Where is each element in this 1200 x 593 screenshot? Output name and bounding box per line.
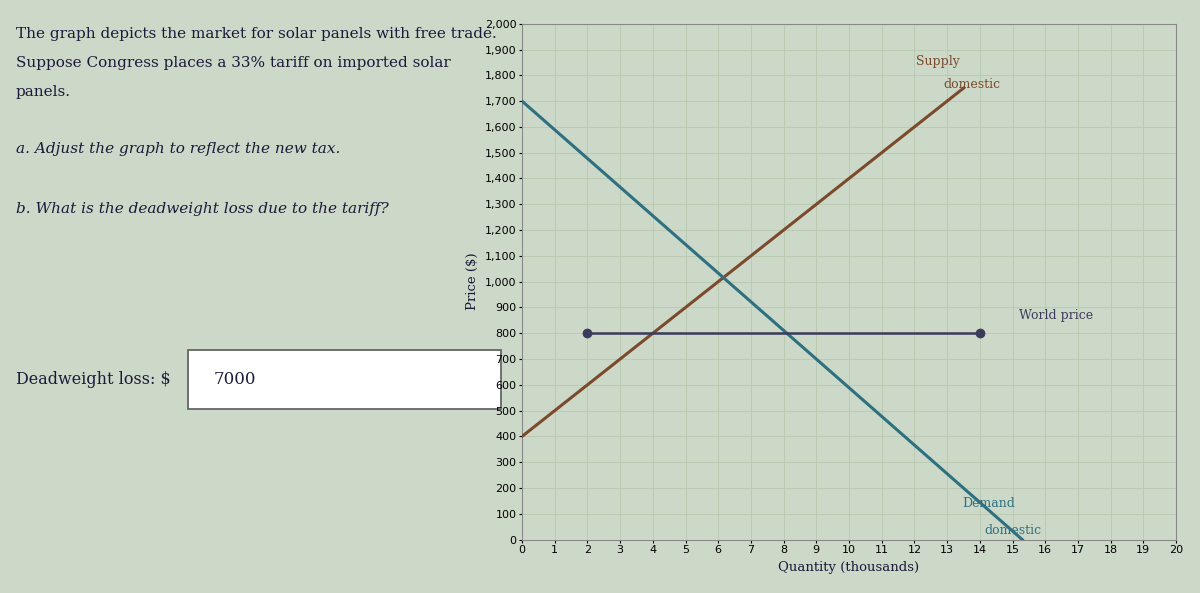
Text: World price: World price bbox=[1019, 309, 1093, 322]
Text: a. Adjust the graph to reflect the new tax.: a. Adjust the graph to reflect the new t… bbox=[16, 142, 340, 157]
Y-axis label: Price ($): Price ($) bbox=[467, 253, 479, 311]
Text: Supply: Supply bbox=[916, 55, 960, 68]
Text: Deadweight loss: $: Deadweight loss: $ bbox=[16, 371, 170, 388]
Text: The graph depicts the market for solar panels with free trade.: The graph depicts the market for solar p… bbox=[16, 27, 497, 41]
Text: Suppose Congress places a 33% tariff on imported solar: Suppose Congress places a 33% tariff on … bbox=[16, 56, 450, 71]
Text: domestic: domestic bbox=[944, 78, 1001, 91]
Text: panels.: panels. bbox=[16, 85, 71, 99]
FancyBboxPatch shape bbox=[188, 350, 502, 409]
Text: 7000: 7000 bbox=[214, 371, 257, 388]
Text: Demand: Demand bbox=[962, 497, 1015, 510]
X-axis label: Quantity (thousands): Quantity (thousands) bbox=[779, 561, 919, 574]
Text: b. What is the deadweight loss due to the tariff?: b. What is the deadweight loss due to th… bbox=[16, 202, 389, 216]
Text: domestic: domestic bbox=[985, 524, 1042, 537]
